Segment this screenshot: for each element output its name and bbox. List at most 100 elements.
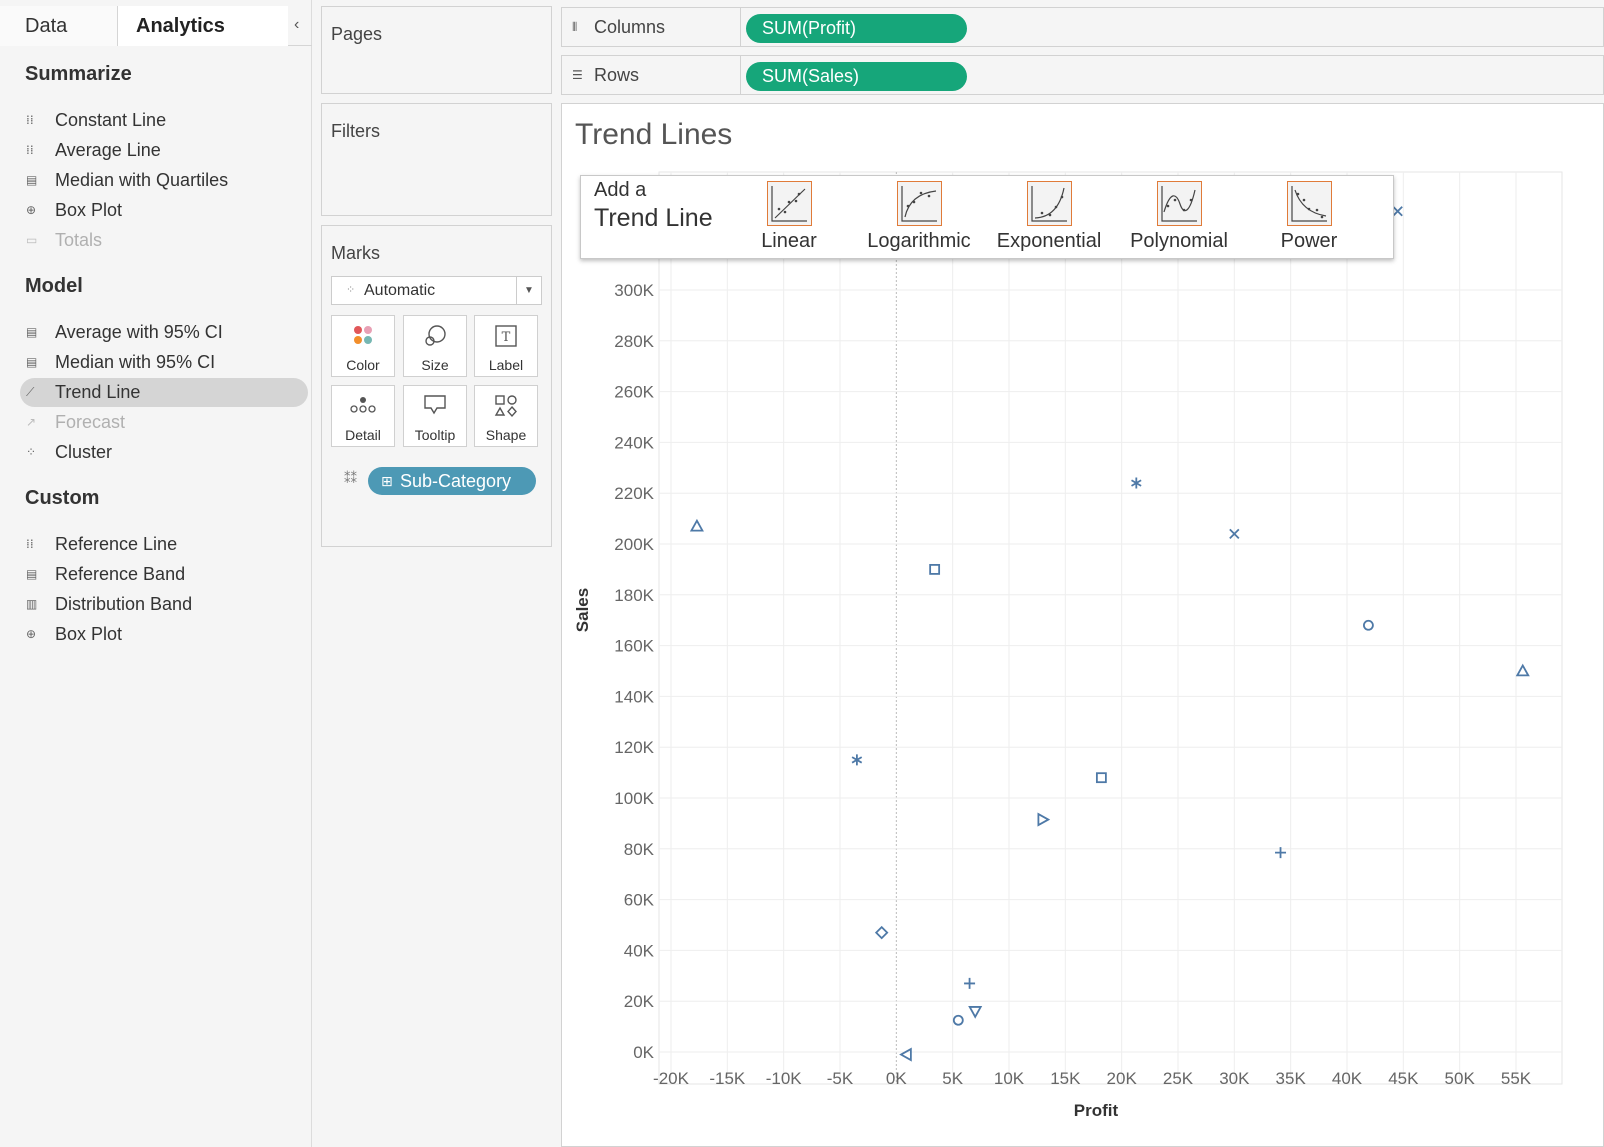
- x-axis-title: Profit: [1074, 1101, 1119, 1120]
- columns-shelf[interactable]: ⦀ Columns SUM(Profit): [561, 7, 1604, 47]
- totals-icon: ▭: [26, 233, 38, 247]
- data-point-triangle-right: [1037, 812, 1051, 827]
- analytics-item-median-with-quartiles[interactable]: ▤ Median with Quartiles: [20, 166, 308, 195]
- marks-color-label: Color: [346, 357, 380, 373]
- analytics-item-cluster[interactable]: ⁘ Cluster: [20, 438, 308, 467]
- pages-title: Pages: [331, 24, 383, 44]
- trend-option-polynomial-label: Polynomial: [1130, 230, 1228, 252]
- analytics-item-median-with-95-ci[interactable]: ▤ Median with 95% CI: [20, 348, 308, 377]
- side-tabs: Data Analytics ‹: [0, 6, 312, 46]
- data-point-x: [1392, 206, 1403, 217]
- y-tick-label: 120K: [614, 738, 654, 757]
- marks-detail-button[interactable]: Detail: [331, 385, 395, 447]
- trend-option-logarithmic[interactable]: Logarithmic: [854, 181, 984, 259]
- polynomial-trend-icon: [1157, 181, 1202, 226]
- viz-area: Trend Lines -20K -15K -10K -5K 0K 5K 10K 15K 20K…: [561, 103, 1604, 1147]
- mark-type-dropdown[interactable]: ⁘ Automatic ▼: [331, 276, 542, 305]
- y-tick-label: 100K: [614, 789, 654, 808]
- data-point-square: [929, 563, 941, 575]
- analytics-item-label: Median with 95% CI: [55, 352, 216, 372]
- marks-size-button[interactable]: Size: [403, 315, 467, 377]
- x-tick-label: -15K: [709, 1069, 746, 1088]
- columns-label-text: Columns: [594, 17, 666, 37]
- marks-label-label: Label: [488, 357, 524, 373]
- y-tick-label: 300K: [614, 281, 654, 300]
- rows-shelf[interactable]: ☰ Rows SUM(Sales): [561, 55, 1604, 95]
- y-tick-label: 180K: [614, 586, 654, 605]
- data-point-triangle-left: [899, 1047, 912, 1062]
- rows-label-text: Rows: [594, 65, 640, 85]
- analytics-item-forecast[interactable]: ↗ Forecast: [20, 408, 308, 437]
- y-tick-label: 200K: [614, 535, 654, 554]
- analytics-item-box-plot[interactable]: ⊕ Box Plot: [20, 196, 308, 225]
- trend-option-polynomial[interactable]: Polynomial: [1114, 181, 1244, 259]
- y-tick-label: 240K: [614, 433, 654, 452]
- trend-option-linear[interactable]: Linear: [724, 181, 854, 259]
- analytics-item-totals[interactable]: ▭ Totals: [20, 226, 308, 255]
- tooltip-icon: [404, 394, 466, 422]
- filters-title: Filters: [331, 121, 380, 141]
- marks-tooltip-button[interactable]: Tooltip: [403, 385, 467, 447]
- sum-sales-pill[interactable]: SUM(Sales): [746, 62, 967, 91]
- analytics-item-trend-line[interactable]: ⟋ Trend Line: [20, 378, 308, 407]
- chevron-down-icon[interactable]: ▼: [516, 277, 541, 304]
- sub-category-pill[interactable]: ⊞ Sub-Category: [368, 467, 536, 495]
- expand-plus-icon[interactable]: ⊞: [381, 473, 393, 489]
- box-plot-icon: ⊕: [26, 203, 37, 217]
- analytics-item-average-line[interactable]: ⁞⁞ Average Line: [20, 136, 308, 165]
- marks-label-button[interactable]: T Label: [474, 315, 538, 377]
- collapse-pane-icon[interactable]: ‹: [294, 16, 300, 33]
- tab-data[interactable]: Data: [0, 6, 118, 46]
- marks-color-button[interactable]: Color: [331, 315, 395, 377]
- data-point-plus: [964, 977, 976, 989]
- marks-shape-label: Shape: [485, 427, 527, 443]
- data-point-triangle-up: [1515, 663, 1530, 677]
- analytics-item-label: Reference Line: [55, 534, 178, 554]
- data-point-plus: [1275, 847, 1287, 859]
- sum-profit-pill[interactable]: SUM(Profit): [746, 14, 967, 43]
- data-point-asterisk: [851, 754, 863, 766]
- automatic-mark-icon: ⁘: [346, 284, 356, 296]
- y-tick-label: 280K: [614, 332, 654, 351]
- analytics-item-reference-band[interactable]: ▤ Reference Band: [20, 560, 308, 589]
- analytics-item-label: Reference Band: [55, 564, 186, 584]
- data-point-diamond: [874, 925, 889, 940]
- label-icon: T: [475, 324, 537, 354]
- x-tick-label: 10K: [994, 1069, 1025, 1088]
- trend-option-power[interactable]: Power: [1244, 181, 1374, 259]
- columns-icon: ⦀: [572, 20, 578, 34]
- trend-popup-line1: Add a: [594, 179, 647, 201]
- shape-encoding-icon: ⁑⁑: [344, 471, 357, 486]
- analytics-item-constant-line[interactable]: ⁞⁞ Constant Line: [20, 106, 308, 135]
- box-plot-icon: ⊕: [26, 627, 37, 641]
- trend-option-exponential[interactable]: Exponential: [984, 181, 1114, 259]
- x-tick-label: -10K: [766, 1069, 803, 1088]
- analytics-item-label: Distribution Band: [55, 594, 193, 614]
- marks-card: Marks ⁘ Automatic ▼ Color Size T Label D…: [321, 225, 552, 547]
- analytics-item-label: Box Plot: [55, 200, 123, 220]
- analytics-item-average-with-95-ci[interactable]: ▤ Average with 95% CI: [20, 318, 308, 347]
- y-tick-label: 220K: [614, 484, 654, 503]
- analytics-item-box-plot[interactable]: ⊕ Box Plot: [20, 620, 308, 649]
- distribution-band-icon: ▥: [26, 597, 38, 611]
- x-tick-label: 50K: [1445, 1069, 1476, 1088]
- analytics-item-reference-line[interactable]: ⁞⁞ Reference Line: [20, 530, 308, 559]
- analytics-item-label: Totals: [55, 230, 103, 250]
- size-icon: [404, 324, 466, 354]
- x-tick-label: 25K: [1163, 1069, 1194, 1088]
- x-tick-label: 40K: [1332, 1069, 1363, 1088]
- analytics-item-distribution-band[interactable]: ▥ Distribution Band: [20, 590, 308, 619]
- reference-line-icon: ⁞⁞: [26, 113, 34, 127]
- x-tick-label: -5K: [827, 1069, 854, 1088]
- filters-shelf[interactable]: Filters: [321, 103, 552, 216]
- shape-icon: [475, 394, 537, 424]
- trend-option-logarithmic-label: Logarithmic: [867, 230, 971, 252]
- pages-shelf[interactable]: Pages: [321, 6, 552, 94]
- data-point-x: [1229, 528, 1240, 539]
- marks-shape-button[interactable]: Shape: [474, 385, 538, 447]
- scatter-chart[interactable]: -20K -15K -10K -5K 0K 5K 10K 15K 20K 25K 30K 35K 40K…: [562, 104, 1603, 1146]
- reference-line-icon: ⁞⁞: [26, 537, 34, 551]
- tab-analytics[interactable]: Analytics: [118, 6, 288, 46]
- x-tick-label: 0K: [886, 1069, 907, 1088]
- analytics-item-label: Constant Line: [55, 110, 167, 130]
